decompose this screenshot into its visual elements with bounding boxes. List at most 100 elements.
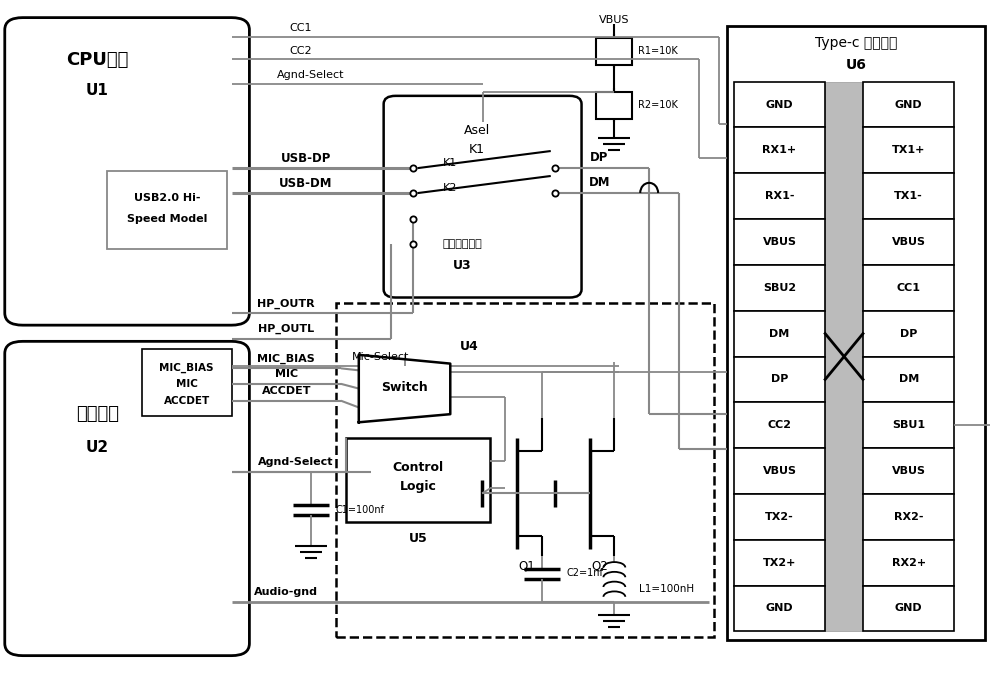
- Text: SBU1: SBU1: [892, 420, 925, 430]
- Text: K1: K1: [469, 143, 485, 156]
- Bar: [863, 173, 954, 219]
- Text: Q1: Q1: [518, 560, 535, 573]
- Bar: [863, 494, 954, 540]
- Text: K1: K1: [443, 158, 458, 168]
- Bar: [863, 403, 954, 448]
- Bar: [734, 494, 825, 540]
- Text: GND: GND: [895, 99, 923, 109]
- Text: DP: DP: [590, 152, 609, 165]
- Text: U1: U1: [86, 83, 109, 98]
- Text: CC1: CC1: [290, 22, 312, 33]
- Text: CPU芯片: CPU芯片: [66, 51, 128, 69]
- Text: Logic: Logic: [400, 480, 436, 493]
- Text: USB-DM: USB-DM: [279, 177, 333, 190]
- Bar: [346, 438, 490, 522]
- Bar: [863, 311, 954, 356]
- Text: R1=10K: R1=10K: [638, 46, 678, 56]
- Bar: [734, 448, 825, 494]
- Text: MIC: MIC: [275, 369, 298, 379]
- Text: MIC_BIAS: MIC_BIAS: [160, 363, 214, 373]
- Bar: [734, 356, 825, 403]
- Text: U6: U6: [846, 58, 866, 72]
- Text: 外设选通开关: 外设选通开关: [442, 239, 482, 249]
- Text: HP_OUTR: HP_OUTR: [257, 299, 315, 309]
- Bar: [734, 403, 825, 448]
- Text: RX2+: RX2+: [892, 558, 926, 568]
- Text: U4: U4: [460, 340, 479, 353]
- Text: C1=100nf: C1=100nf: [336, 505, 385, 515]
- Text: Asel: Asel: [464, 124, 490, 137]
- Text: GND: GND: [766, 603, 793, 613]
- Text: C2=1nf: C2=1nf: [567, 568, 604, 579]
- Text: DP: DP: [771, 375, 788, 384]
- Bar: [336, 303, 714, 636]
- Bar: [863, 540, 954, 585]
- FancyBboxPatch shape: [384, 96, 582, 298]
- Bar: [107, 171, 227, 249]
- Text: VBUS: VBUS: [762, 237, 796, 247]
- Text: DM: DM: [769, 328, 790, 339]
- Text: L1=100nH: L1=100nH: [639, 584, 694, 594]
- Bar: [727, 27, 985, 640]
- Text: GND: GND: [766, 99, 793, 109]
- Bar: [596, 92, 632, 119]
- Text: DP: DP: [900, 328, 917, 339]
- Text: VBUS: VBUS: [892, 237, 926, 247]
- Text: Audio-gnd: Audio-gnd: [254, 587, 318, 596]
- Bar: [734, 265, 825, 311]
- Text: MIC_BIAS: MIC_BIAS: [257, 354, 315, 364]
- Bar: [734, 540, 825, 585]
- Bar: [863, 219, 954, 265]
- Text: U2: U2: [86, 441, 109, 456]
- Text: RX1+: RX1+: [762, 146, 797, 156]
- Text: Control: Control: [392, 461, 444, 474]
- Text: USB2.0 Hi-: USB2.0 Hi-: [134, 193, 200, 203]
- Text: CC2: CC2: [290, 46, 312, 56]
- Text: RX2-: RX2-: [894, 512, 923, 522]
- Text: VBUS: VBUS: [762, 466, 796, 476]
- Bar: [863, 82, 954, 127]
- Bar: [734, 585, 825, 631]
- Bar: [734, 219, 825, 265]
- Text: R2=10K: R2=10K: [638, 100, 678, 110]
- Text: Agnd-Select: Agnd-Select: [258, 457, 334, 467]
- Text: GND: GND: [895, 603, 923, 613]
- Bar: [863, 448, 954, 494]
- Bar: [596, 38, 632, 65]
- Text: SBU2: SBU2: [763, 283, 796, 293]
- Text: Mic-Select: Mic-Select: [352, 352, 409, 362]
- Text: VBUS: VBUS: [599, 15, 630, 24]
- Text: ACCDET: ACCDET: [164, 396, 210, 406]
- Text: TX2-: TX2-: [765, 512, 794, 522]
- Text: RX1-: RX1-: [765, 191, 794, 201]
- Text: Agnd-Select: Agnd-Select: [277, 70, 345, 80]
- Text: TX1+: TX1+: [892, 146, 925, 156]
- Text: 音频模块: 音频模块: [76, 405, 119, 423]
- Text: K2: K2: [443, 182, 458, 192]
- Text: VBUS: VBUS: [892, 466, 926, 476]
- Text: U5: U5: [409, 532, 427, 545]
- Polygon shape: [359, 355, 450, 422]
- Text: ACCDET: ACCDET: [261, 386, 311, 396]
- Bar: [863, 356, 954, 403]
- Text: Q2: Q2: [591, 560, 608, 573]
- Bar: [825, 82, 863, 631]
- Text: TX1-: TX1-: [894, 191, 923, 201]
- Text: CC1: CC1: [897, 283, 921, 293]
- Text: Speed Model: Speed Model: [127, 214, 207, 224]
- Bar: [734, 311, 825, 356]
- Text: TX2+: TX2+: [763, 558, 796, 568]
- Bar: [863, 127, 954, 173]
- Text: HP_OUTL: HP_OUTL: [258, 324, 314, 335]
- Text: USB-DP: USB-DP: [281, 152, 331, 165]
- Bar: [734, 173, 825, 219]
- Text: U3: U3: [453, 259, 472, 272]
- FancyBboxPatch shape: [5, 18, 249, 325]
- Text: Type-c 母座接口: Type-c 母座接口: [815, 36, 897, 50]
- Text: CC2: CC2: [767, 420, 791, 430]
- FancyBboxPatch shape: [5, 341, 249, 656]
- Bar: [142, 350, 232, 415]
- Bar: [734, 82, 825, 127]
- Text: DM: DM: [899, 375, 919, 384]
- Text: MIC: MIC: [176, 379, 198, 389]
